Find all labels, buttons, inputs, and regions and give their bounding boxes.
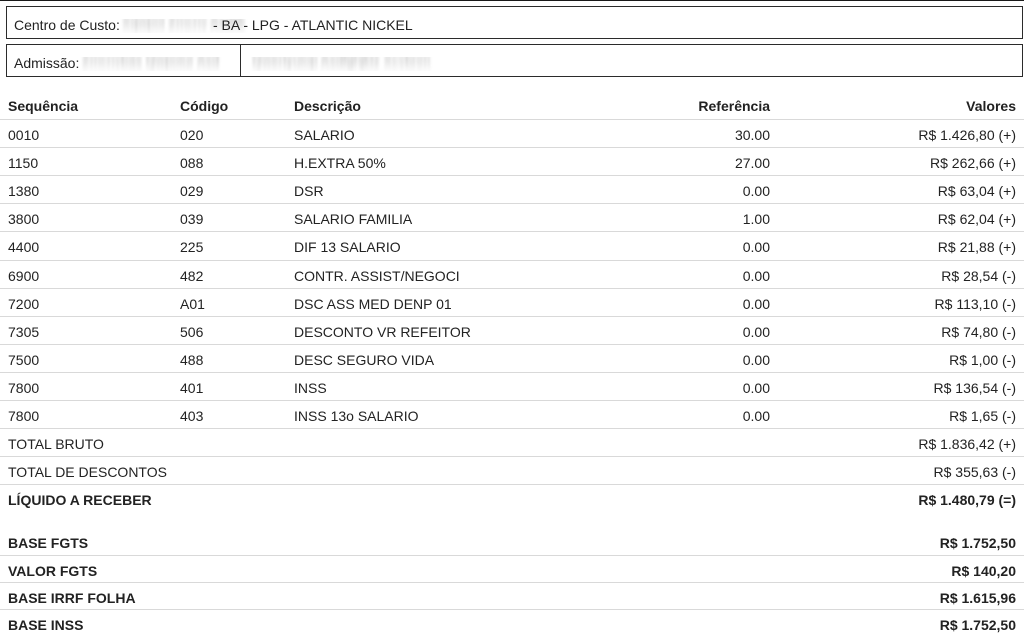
svg-text:Qwertyuiop Asdfghjklz Xcvbnm: Qwertyuiop Asdfghjklz Xcvbnm — [252, 57, 430, 66]
svg-text:Zmcnvbas Qwpoiur Asd: Zmcnvbas Qwpoiur Asd — [82, 57, 219, 66]
